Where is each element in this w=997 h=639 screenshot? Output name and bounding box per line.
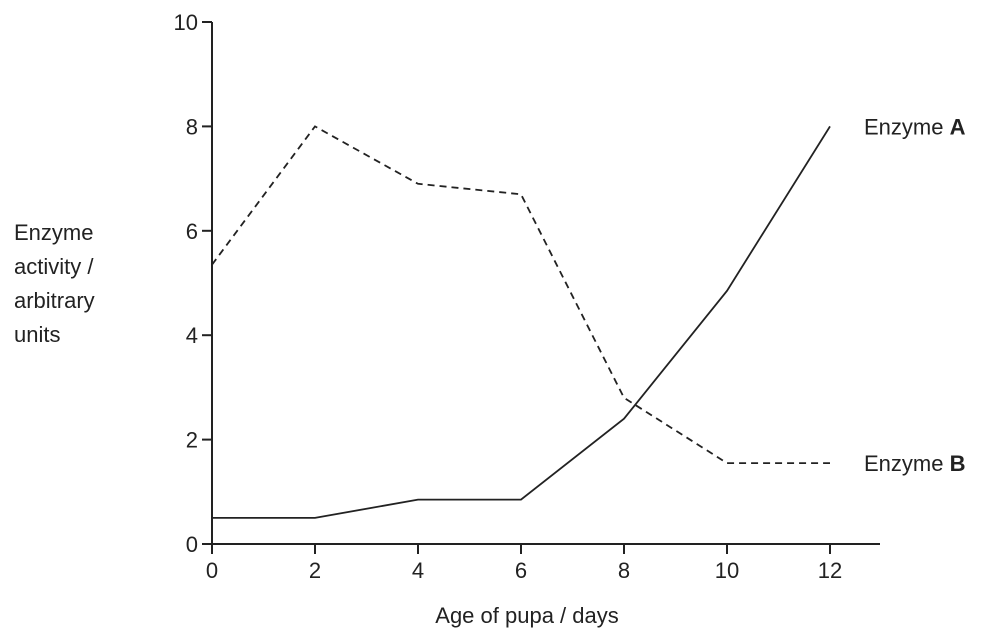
- series-b-point: [210, 263, 214, 267]
- series-a-point: [519, 498, 523, 502]
- x-ticks: 0 2 4 6 8 10 12: [206, 544, 842, 583]
- series-b-point: [828, 461, 832, 465]
- x-tick-label: 6: [515, 558, 527, 583]
- y-axis-title-line: activity /: [14, 254, 94, 279]
- x-tick-label: 8: [618, 558, 630, 583]
- y-axis-title: Enzyme activity / arbitrary units: [14, 220, 95, 347]
- x-tick-label: 10: [715, 558, 739, 583]
- x-tick-label: 12: [818, 558, 842, 583]
- x-tick-label: 0: [206, 558, 218, 583]
- series-a-point: [828, 124, 832, 128]
- x-tick-label: 2: [309, 558, 321, 583]
- y-ticks: 0 2 4 6 8 10: [174, 10, 212, 557]
- series-a-point: [725, 289, 729, 293]
- series-b-point: [416, 182, 420, 186]
- series-layer: [210, 124, 832, 520]
- y-tick-label: 10: [174, 10, 198, 35]
- series-a-point: [622, 417, 626, 421]
- series-label-b: Enzyme B: [864, 451, 965, 476]
- y-axis-title-line: Enzyme: [14, 220, 93, 245]
- series-b-point: [622, 396, 626, 400]
- series-line-b: [211, 125, 830, 465]
- x-axis-title: Age of pupa / days: [435, 603, 618, 628]
- x-tick-label: 4: [412, 558, 424, 583]
- series-label-a: Enzyme A: [864, 114, 966, 139]
- series-line-a: [212, 125, 831, 519]
- y-tick-label: 0: [186, 532, 198, 557]
- y-axis-title-line: arbitrary: [14, 288, 95, 313]
- series-a-point: [416, 498, 420, 502]
- series-a-point: [210, 516, 214, 520]
- series-a-point: [313, 516, 317, 520]
- y-tick-label: 2: [186, 428, 198, 453]
- series-labels: Enzyme A Enzyme B: [864, 114, 966, 476]
- y-tick-label: 8: [186, 114, 198, 139]
- series-b-point: [725, 461, 729, 465]
- series-b-point: [313, 124, 317, 128]
- series-b-point: [519, 192, 523, 196]
- axes: [211, 22, 880, 545]
- y-tick-label: 6: [186, 219, 198, 244]
- y-tick-label: 4: [186, 323, 198, 348]
- y-axis-title-line: units: [14, 322, 60, 347]
